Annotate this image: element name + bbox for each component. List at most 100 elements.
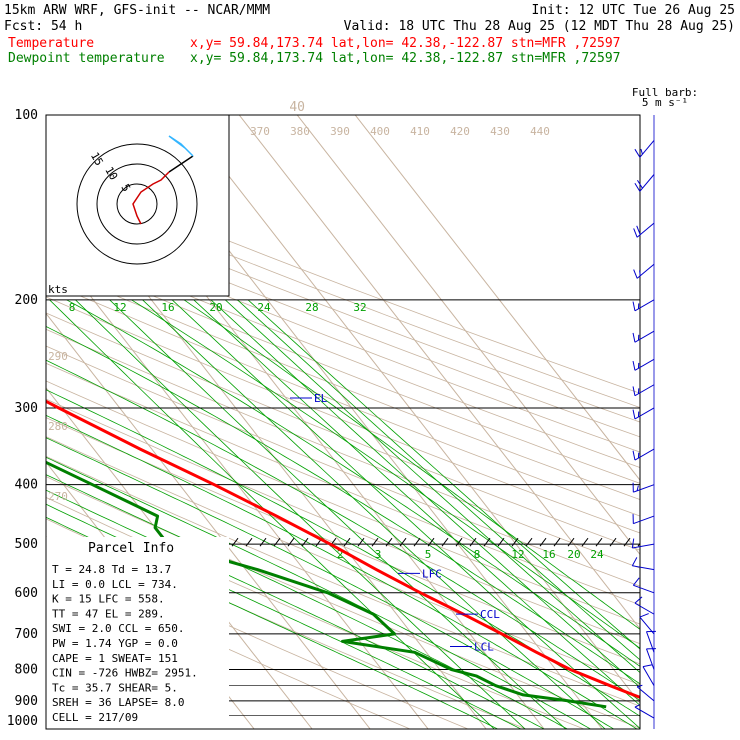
- parcel-info-row: CIN = -726 HWBZ= 2951.: [52, 667, 198, 680]
- wind-barb-flag: [631, 538, 635, 549]
- wind-barb-flag: [634, 183, 641, 192]
- mixing-ratio-label: 2: [337, 548, 344, 561]
- init-time: Init: 12 UTC Tue 26 Aug 25: [532, 3, 736, 18]
- theta-label: 390: [330, 125, 350, 138]
- wind-barb-shaft: [636, 686, 655, 702]
- wind-barb: [632, 358, 655, 371]
- temperature-station-info: x,y= 59.84,173.74 lat,lon= 42.38,-122.87…: [190, 36, 620, 51]
- dry-adiabat-line: [46, 417, 640, 665]
- wind-barb-shaft: [636, 222, 655, 238]
- wind-barb: [646, 648, 656, 670]
- wind-barb-flag: [632, 386, 636, 396]
- wind-barb-flag: [632, 450, 636, 461]
- mixing-ratio-line: [247, 299, 640, 650]
- wind-barb-shaft: [636, 263, 655, 279]
- hatch-mark: [511, 537, 519, 547]
- wind-barb: [632, 577, 655, 594]
- hatch-mark: [385, 537, 393, 547]
- theta-label: 420: [450, 125, 470, 138]
- wind-barb-flag: [642, 664, 653, 668]
- hatch-mark: [357, 537, 365, 547]
- wind-barb: [633, 263, 655, 279]
- parcel-info-row: T = 24.8 Td = 13.7: [52, 563, 171, 576]
- mixing-ratio-label: 24: [257, 301, 271, 314]
- mixing-ratio-label: 32: [353, 301, 366, 314]
- parcel-info-row: TT = 47 EL = 289.: [52, 607, 165, 620]
- wind-barb-shaft: [634, 448, 655, 461]
- theta-label: 440: [530, 125, 550, 138]
- hatch-mark: [287, 537, 295, 547]
- wind-barb-flag: [632, 332, 636, 343]
- wind-barb: [636, 684, 655, 702]
- hatch-mark: [455, 537, 463, 547]
- pressure-tick-label: 900: [15, 694, 38, 709]
- dry-adiabat-line: [46, 207, 640, 438]
- hodograph-ring-label: 10: [102, 164, 120, 182]
- hatch-mark: [623, 537, 631, 547]
- theta-label: 270: [48, 490, 68, 503]
- dry-adiabat-line: [46, 296, 640, 534]
- pressure-tick-label: 800: [15, 662, 38, 677]
- parcel-info-title: Parcel Info: [88, 541, 174, 556]
- wind-barb-flag: [633, 228, 638, 238]
- wind-barb-flag: [636, 225, 641, 235]
- wind-barb-shaft: [634, 358, 655, 371]
- pressure-tick-label: 1000: [7, 714, 38, 729]
- wind-barb-flag: [632, 360, 636, 371]
- hatch-mark: [553, 537, 561, 547]
- wind-barb-flag: [639, 613, 649, 618]
- wind-barb-shaft: [634, 299, 655, 312]
- isotherm-line: [238, 115, 640, 630]
- isotherm-line: [46, 387, 313, 729]
- wind-barb-shaft: [632, 565, 655, 571]
- wind-barb: [632, 482, 655, 493]
- mixing-ratio-label: 3: [375, 548, 382, 561]
- parcel-info-row: CELL = 217/09: [52, 711, 138, 724]
- parcel-info-row: SREH = 36 LAPSE= 8.0: [52, 696, 184, 709]
- dry-adiabat-line: [46, 265, 640, 500]
- wind-barb-flag: [631, 557, 638, 567]
- wind-barb: [632, 407, 655, 420]
- wind-barb: [646, 630, 656, 653]
- mixing-ratio-label: 20: [567, 548, 580, 561]
- pressure-tick-label: 200: [15, 293, 38, 308]
- dry-adiabat-line: [46, 235, 640, 468]
- pressure-tick-label: 600: [15, 586, 38, 601]
- isotherm-line: [296, 115, 640, 556]
- wind-barb-shaft: [634, 407, 655, 420]
- hodograph-unit: kts: [48, 283, 68, 296]
- wind-barb: [639, 613, 655, 635]
- wind-barb: [634, 596, 655, 615]
- wind-barb-flag: [632, 577, 640, 586]
- wind-barb-shaft: [633, 484, 655, 493]
- parcel-info-row: PW = 1.74 YGP = 0.0: [52, 637, 178, 650]
- model-title: 15km ARW WRF, GFS-init -- NCAR/MMM: [4, 3, 270, 18]
- level-label-lfc: LFC: [422, 567, 442, 580]
- hatch-mark: [637, 542, 640, 547]
- hatch-mark: [581, 537, 589, 547]
- hodograph-ring-label: 15: [88, 150, 106, 168]
- pressure-tick-label: 500: [15, 537, 38, 552]
- hodograph-frame: [45, 114, 230, 297]
- dry-adiabat-line: [46, 312, 640, 551]
- wind-barb-shaft: [634, 330, 655, 343]
- hatch-mark: [483, 537, 491, 547]
- wind-barb-shaft: [646, 648, 655, 670]
- theta-label: 290: [48, 350, 68, 363]
- parcel-info-row: K = 15 LFC = 558.: [52, 593, 165, 606]
- parcel-info-row: CAPE = 1 SWEAT= 151: [52, 652, 178, 665]
- wind-barb-flag: [640, 148, 643, 155]
- wind-barb-shaft: [633, 584, 655, 594]
- isotherm-line: [46, 312, 371, 729]
- wind-barb: [633, 222, 655, 238]
- wind-barb: [632, 384, 655, 397]
- hatch-mark: [441, 537, 449, 547]
- dry-adiabat-line: [46, 166, 640, 394]
- wind-barb: [634, 140, 655, 158]
- hatch-mark: [245, 537, 253, 547]
- theta-label: 430: [490, 125, 510, 138]
- hatch-mark: [525, 537, 533, 547]
- hodograph-upper-trace: [168, 135, 194, 157]
- wind-barb-flag: [632, 409, 636, 420]
